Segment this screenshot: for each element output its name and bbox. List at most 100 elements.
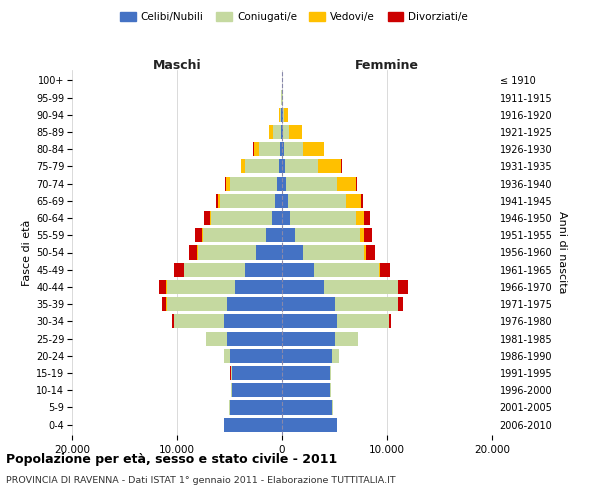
- Bar: [355, 211, 364, 225]
- Bar: [282, 246, 303, 260]
- Bar: [303, 246, 364, 260]
- Text: PROVINCIA DI RAVENNA - Dati ISTAT 1° gennaio 2011 - Elaborazione TUTTITALIA.IT: PROVINCIA DI RAVENNA - Dati ISTAT 1° gen…: [6, 476, 395, 485]
- Bar: [282, 142, 284, 156]
- Bar: [282, 418, 337, 432]
- Bar: [266, 228, 282, 242]
- Bar: [364, 211, 370, 225]
- Bar: [282, 297, 335, 311]
- Bar: [303, 142, 324, 156]
- Bar: [279, 160, 282, 173]
- Bar: [226, 176, 229, 190]
- Bar: [282, 332, 335, 345]
- Bar: [184, 262, 245, 277]
- Bar: [318, 160, 341, 173]
- Text: Femmine: Femmine: [355, 58, 419, 71]
- Bar: [224, 418, 282, 432]
- Bar: [324, 280, 398, 294]
- Bar: [282, 125, 283, 139]
- Bar: [289, 125, 302, 139]
- Bar: [271, 211, 282, 225]
- Bar: [277, 176, 282, 190]
- Bar: [295, 228, 360, 242]
- Bar: [364, 246, 366, 260]
- Bar: [259, 142, 280, 156]
- Bar: [290, 211, 355, 225]
- Y-axis label: Fasce di età: Fasce di età: [22, 220, 32, 286]
- Bar: [206, 332, 227, 345]
- Bar: [337, 314, 389, 328]
- Bar: [229, 400, 282, 414]
- Bar: [284, 160, 318, 173]
- Bar: [195, 228, 202, 242]
- Bar: [280, 108, 281, 122]
- Bar: [197, 246, 198, 260]
- Bar: [256, 246, 282, 260]
- Bar: [189, 246, 197, 260]
- Bar: [204, 211, 209, 225]
- Bar: [281, 125, 282, 139]
- Bar: [211, 211, 271, 225]
- Y-axis label: Anni di nascita: Anni di nascita: [557, 211, 566, 294]
- Bar: [398, 280, 407, 294]
- Bar: [283, 108, 284, 122]
- Bar: [280, 142, 282, 156]
- Bar: [269, 125, 272, 139]
- Bar: [159, 280, 166, 294]
- Bar: [220, 194, 275, 208]
- Text: Maschi: Maschi: [152, 58, 202, 71]
- Bar: [286, 176, 337, 190]
- Bar: [282, 211, 290, 225]
- Bar: [217, 194, 218, 208]
- Bar: [346, 194, 361, 208]
- Bar: [162, 297, 166, 311]
- Bar: [282, 194, 289, 208]
- Bar: [364, 228, 372, 242]
- Bar: [174, 314, 224, 328]
- Bar: [379, 262, 380, 277]
- Bar: [282, 383, 331, 398]
- Bar: [341, 160, 342, 173]
- Bar: [282, 176, 286, 190]
- Bar: [175, 262, 184, 277]
- Bar: [209, 211, 211, 225]
- Bar: [224, 348, 229, 363]
- Bar: [282, 280, 324, 294]
- Bar: [167, 297, 227, 311]
- Bar: [282, 400, 332, 414]
- Bar: [282, 228, 295, 242]
- Bar: [355, 176, 357, 190]
- Bar: [380, 262, 390, 277]
- Bar: [360, 228, 364, 242]
- Bar: [398, 297, 403, 311]
- Bar: [284, 142, 303, 156]
- Bar: [366, 246, 376, 260]
- Bar: [254, 142, 259, 156]
- Bar: [241, 160, 245, 173]
- Bar: [337, 176, 355, 190]
- Bar: [389, 314, 391, 328]
- Bar: [284, 108, 288, 122]
- Bar: [283, 125, 289, 139]
- Bar: [282, 314, 337, 328]
- Legend: Celibi/Nubili, Coniugati/e, Vedovi/e, Divorziati/e: Celibi/Nubili, Coniugati/e, Vedovi/e, Di…: [116, 8, 472, 26]
- Bar: [282, 366, 331, 380]
- Bar: [230, 366, 232, 380]
- Bar: [245, 160, 279, 173]
- Bar: [289, 194, 346, 208]
- Bar: [232, 383, 282, 398]
- Bar: [245, 262, 282, 277]
- Bar: [272, 125, 281, 139]
- Bar: [203, 228, 266, 242]
- Bar: [229, 176, 277, 190]
- Bar: [335, 332, 358, 345]
- Bar: [335, 297, 398, 311]
- Bar: [332, 348, 338, 363]
- Bar: [314, 262, 379, 277]
- Bar: [282, 262, 314, 277]
- Bar: [227, 297, 282, 311]
- Bar: [172, 314, 174, 328]
- Bar: [202, 228, 203, 242]
- Bar: [282, 348, 332, 363]
- Bar: [224, 314, 282, 328]
- Bar: [229, 348, 282, 363]
